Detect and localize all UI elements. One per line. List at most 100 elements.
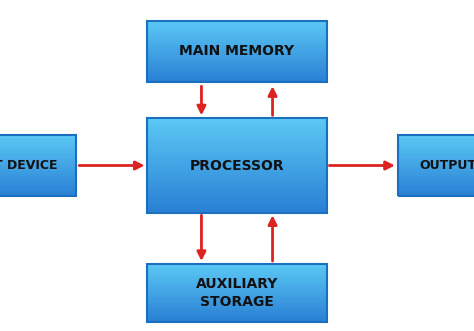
Bar xyxy=(147,280,327,281)
Bar xyxy=(147,28,327,30)
Bar xyxy=(398,180,474,182)
Bar xyxy=(398,156,474,158)
Bar xyxy=(0,147,76,149)
Bar xyxy=(147,43,327,45)
Bar xyxy=(0,187,76,188)
Bar xyxy=(398,147,474,149)
Bar xyxy=(147,172,327,175)
Bar xyxy=(147,263,327,265)
Bar xyxy=(147,80,327,82)
Bar xyxy=(0,191,76,193)
Bar xyxy=(398,145,474,147)
Bar xyxy=(147,306,327,307)
Bar xyxy=(0,159,76,161)
Bar xyxy=(147,285,327,287)
Bar xyxy=(147,182,327,184)
Bar xyxy=(147,137,327,140)
Bar xyxy=(147,311,327,313)
Bar xyxy=(0,144,76,146)
Bar xyxy=(398,177,474,179)
Bar xyxy=(147,22,327,24)
Bar xyxy=(0,167,76,168)
Bar xyxy=(147,125,327,128)
Bar xyxy=(147,40,327,42)
Bar xyxy=(147,151,327,154)
Bar xyxy=(0,141,76,143)
Bar xyxy=(147,184,327,187)
Bar xyxy=(147,301,327,303)
Bar xyxy=(147,142,327,144)
Bar xyxy=(398,187,474,188)
Bar xyxy=(147,177,327,180)
Bar xyxy=(147,275,327,277)
Bar xyxy=(147,37,327,39)
Bar xyxy=(398,183,474,185)
Bar xyxy=(398,159,474,161)
Bar xyxy=(398,148,474,150)
Bar xyxy=(398,170,474,171)
Bar xyxy=(147,320,327,322)
Bar xyxy=(147,24,327,25)
Bar xyxy=(398,138,474,139)
Bar xyxy=(147,127,327,130)
Bar xyxy=(147,281,327,283)
Bar xyxy=(147,123,327,125)
Bar xyxy=(147,307,327,309)
Bar xyxy=(147,33,327,34)
Bar xyxy=(398,188,474,190)
Bar xyxy=(147,186,327,189)
Bar xyxy=(398,141,474,143)
Bar xyxy=(147,49,327,51)
Bar xyxy=(147,144,327,147)
Bar xyxy=(147,313,327,315)
Bar xyxy=(0,171,76,173)
Bar xyxy=(147,191,327,194)
Bar xyxy=(0,135,76,136)
Bar xyxy=(147,77,327,79)
Bar xyxy=(147,74,327,76)
Bar xyxy=(147,25,327,27)
Bar xyxy=(147,294,327,296)
Bar xyxy=(0,139,76,141)
Bar xyxy=(147,69,327,71)
Bar xyxy=(398,144,474,146)
Bar xyxy=(147,316,327,317)
Bar xyxy=(398,176,474,178)
Bar xyxy=(147,68,327,70)
Bar xyxy=(398,190,474,192)
Bar xyxy=(147,272,327,274)
Bar xyxy=(0,183,76,185)
Bar xyxy=(147,271,327,273)
Bar xyxy=(398,182,474,184)
Bar xyxy=(398,179,474,181)
Bar xyxy=(147,310,327,312)
Bar xyxy=(147,268,327,270)
Bar xyxy=(147,71,327,73)
Bar xyxy=(0,179,76,181)
Bar xyxy=(0,148,76,150)
Bar xyxy=(147,201,327,203)
Bar xyxy=(398,162,474,164)
Bar xyxy=(0,156,76,158)
Bar xyxy=(0,177,76,179)
Bar xyxy=(0,138,76,139)
Bar xyxy=(147,163,327,166)
Bar xyxy=(147,290,327,292)
Bar xyxy=(0,136,76,138)
Bar xyxy=(147,63,327,65)
Bar xyxy=(398,153,474,155)
Bar xyxy=(147,34,327,36)
Bar xyxy=(0,182,76,184)
Bar xyxy=(147,179,327,182)
Bar xyxy=(147,53,327,54)
Bar xyxy=(398,135,474,136)
Bar xyxy=(0,174,76,176)
Bar xyxy=(147,51,327,53)
Bar xyxy=(147,31,327,33)
Bar xyxy=(398,171,474,173)
Bar xyxy=(0,164,76,166)
Bar xyxy=(0,168,76,170)
Bar xyxy=(147,78,327,80)
Bar xyxy=(147,29,327,31)
Bar xyxy=(147,319,327,320)
